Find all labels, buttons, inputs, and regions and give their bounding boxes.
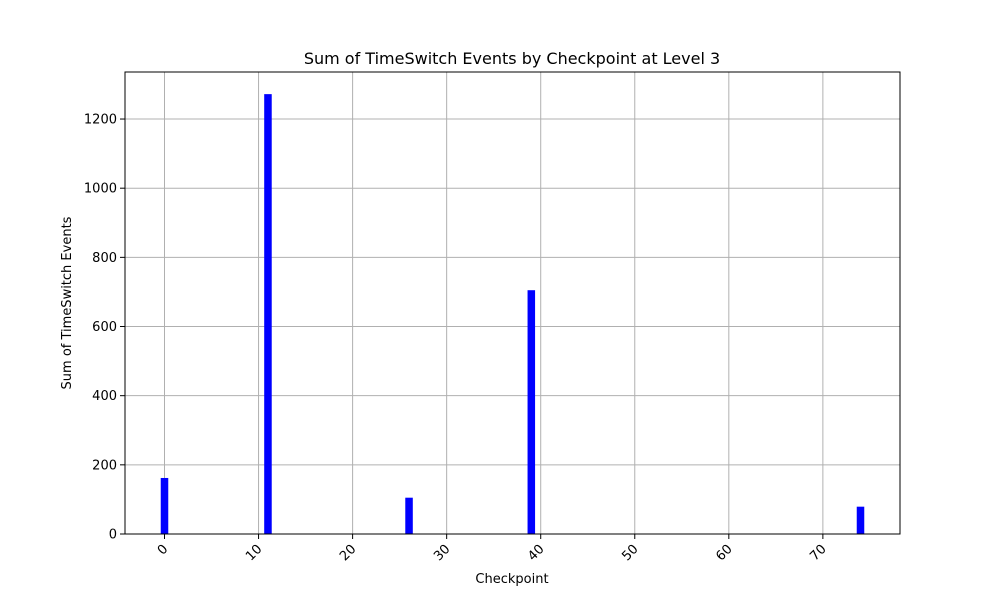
bars (160, 94, 865, 534)
x-tick-label: 10 (243, 542, 265, 564)
bar-checkpoint-26 (405, 497, 413, 534)
bar-checkpoint-74 (856, 506, 865, 534)
x-tick-label: 50 (619, 542, 641, 564)
y-tick-label: 1200 (84, 113, 117, 128)
x-tick-label: 70 (807, 542, 829, 564)
x-tick-label: 20 (337, 542, 359, 564)
y-tick-label: 0 (109, 528, 117, 543)
plot-frame (124, 71, 901, 535)
chart-title: Sum of TimeSwitch Events by Checkpoint a… (304, 49, 720, 68)
x-axis: 0 10 20 30 40 50 60 70 (155, 534, 830, 564)
y-tick-label: 400 (92, 389, 117, 404)
bar-checkpoint-39 (527, 290, 536, 534)
y-tick-label: 800 (92, 251, 117, 266)
bar-checkpoint-11 (264, 94, 272, 534)
x-axis-label: Checkpoint (475, 572, 548, 587)
y-tick-label: 1000 (84, 182, 117, 197)
x-tick-label: 40 (525, 542, 547, 564)
grid (125, 72, 900, 535)
y-axis-label: Sum of TimeSwitch Events (60, 216, 75, 389)
bar-checkpoint-0 (160, 477, 169, 534)
y-tick-label: 600 (92, 320, 117, 335)
y-axis: 0 200 400 600 800 1000 1200 (84, 113, 125, 543)
x-tick-label: 60 (713, 542, 735, 564)
x-tick-label: 30 (431, 542, 453, 564)
x-tick-label: 0 (155, 542, 171, 558)
y-tick-label: 200 (92, 458, 117, 473)
